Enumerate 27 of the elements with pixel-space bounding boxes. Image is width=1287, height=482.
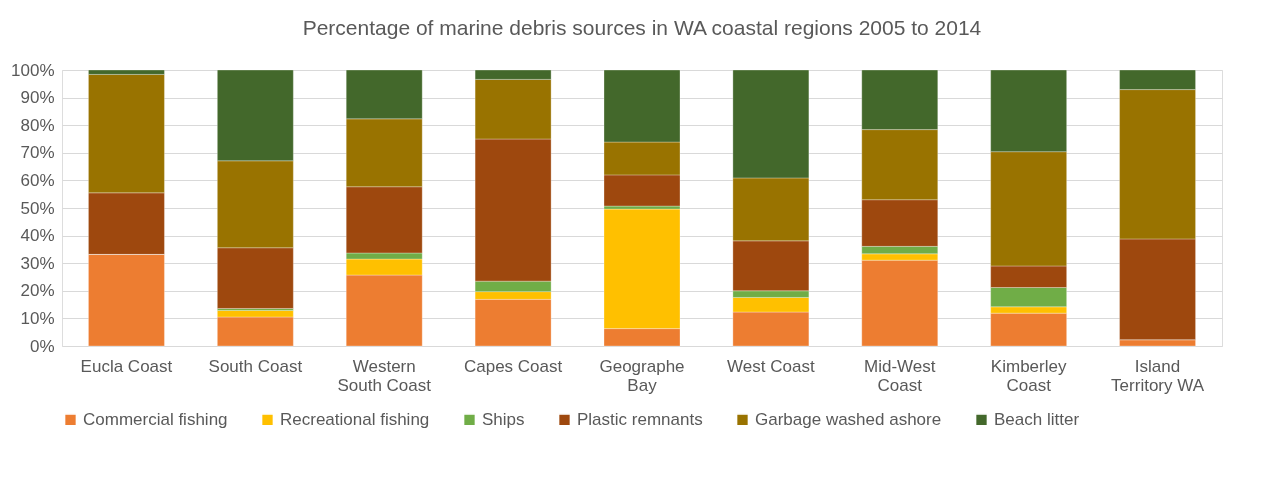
y-tick-label: 50% — [20, 198, 55, 218]
legend-label: Commercial fishing — [83, 409, 228, 429]
x-tick-label: West Coast — [727, 356, 815, 376]
y-tick-label: 20% — [20, 281, 55, 301]
y-tick-label: 0% — [29, 336, 55, 356]
legend-label: Beach litter — [994, 409, 1080, 429]
x-tick-label: Geographe Bay — [599, 356, 685, 395]
legend-label: Plastic remnants — [577, 409, 703, 429]
chart-title: Percentage of marine debris sources in WA coastal regions 2005 to 2014 — [302, 16, 982, 39]
y-tick-label: 60% — [20, 170, 55, 190]
x-tick-label: Eucla Coast — [80, 356, 173, 376]
x-tick-label: Island Territory WA — [1111, 356, 1205, 395]
x-tick-label: Capes Coast — [463, 356, 563, 376]
y-tick-label: 80% — [20, 115, 55, 135]
x-tick-label: Western South Coast — [337, 356, 432, 395]
x-tick-label: Mid-West Coast — [864, 356, 936, 395]
y-tick-label: 90% — [20, 88, 55, 108]
y-tick-label: 100% — [11, 60, 55, 80]
y-tick-label: 30% — [20, 253, 55, 273]
y-tick-label: 40% — [20, 226, 55, 246]
legend-label: Garbage washed ashore — [755, 409, 942, 429]
x-tick-label: Kimberley Coast — [990, 356, 1067, 395]
x-tick-label: South Coast — [208, 356, 303, 376]
y-tick-label: 70% — [20, 143, 55, 163]
legend-label: Ships — [482, 409, 525, 429]
y-tick-label: 10% — [20, 308, 55, 328]
legend-label: Recreational fishing — [280, 409, 430, 429]
